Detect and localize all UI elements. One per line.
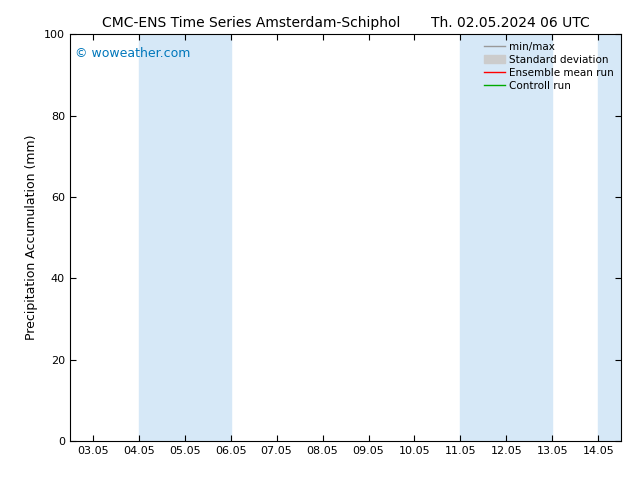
Title: CMC-ENS Time Series Amsterdam-Schiphol       Th. 02.05.2024 06 UTC: CMC-ENS Time Series Amsterdam-Schiphol T… xyxy=(101,16,590,30)
Bar xyxy=(139,34,231,441)
Bar xyxy=(598,34,634,441)
Legend: min/max, Standard deviation, Ensemble mean run, Controll run: min/max, Standard deviation, Ensemble me… xyxy=(480,37,618,95)
Y-axis label: Precipitation Accumulation (mm): Precipitation Accumulation (mm) xyxy=(25,135,38,341)
Text: © woweather.com: © woweather.com xyxy=(75,47,191,59)
Bar xyxy=(460,34,552,441)
